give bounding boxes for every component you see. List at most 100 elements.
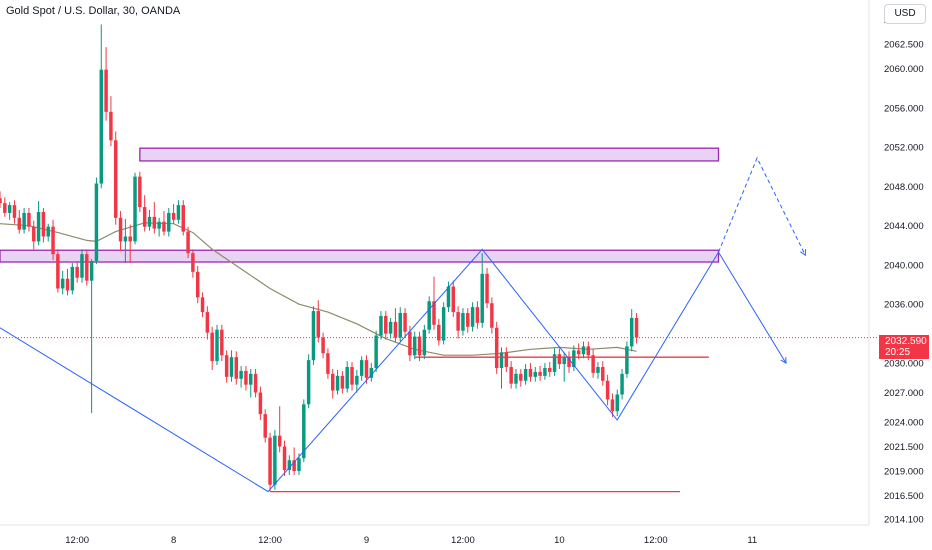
candle-body bbox=[292, 460, 296, 472]
candle-body bbox=[412, 336, 417, 356]
candle-body bbox=[27, 212, 31, 227]
arrow-head bbox=[800, 249, 807, 257]
candle-body bbox=[432, 301, 436, 325]
candle-body bbox=[567, 357, 571, 368]
candle-body bbox=[191, 253, 195, 272]
candle-body bbox=[12, 205, 17, 218]
last-price-tag: 2032.590 20:25 bbox=[879, 335, 929, 359]
price-tick-label: 2021.500 bbox=[884, 442, 924, 453]
candle-body bbox=[634, 317, 639, 338]
candle-body bbox=[128, 236, 132, 242]
candle-body bbox=[306, 360, 311, 405]
candle-body bbox=[417, 336, 422, 356]
candle-body bbox=[461, 313, 465, 331]
candle-body bbox=[70, 266, 75, 291]
arrow-head bbox=[780, 357, 787, 364]
candle-body bbox=[547, 367, 552, 372]
candle-body bbox=[480, 273, 484, 323]
candle-body bbox=[152, 216, 157, 229]
candle-body bbox=[32, 226, 36, 242]
time-axis[interactable]: 12:00 8 12:00 9 12:00 10 12:00 11 bbox=[0, 524, 869, 546]
candle-body bbox=[22, 212, 26, 230]
candle-body bbox=[138, 176, 142, 208]
candle-body bbox=[446, 286, 451, 308]
candle-body bbox=[340, 375, 345, 389]
candle-body bbox=[596, 367, 600, 373]
candle-body bbox=[80, 254, 84, 278]
candle-body bbox=[273, 435, 277, 485]
candle-body bbox=[171, 212, 176, 220]
candle-body bbox=[210, 332, 214, 362]
price-tick-label: 2027.000 bbox=[884, 388, 924, 399]
candle-body bbox=[552, 354, 557, 372]
candle-body bbox=[94, 183, 99, 262]
price-tick-label: 2024.000 bbox=[884, 417, 924, 428]
candle-body bbox=[437, 324, 441, 341]
candle-body bbox=[205, 312, 210, 333]
time-tick-label: 10 bbox=[554, 535, 565, 546]
candle-body bbox=[576, 350, 581, 355]
price-tick-label: 2030.000 bbox=[884, 359, 924, 370]
candle-body bbox=[41, 211, 46, 237]
candle-body bbox=[244, 370, 248, 385]
candle-body bbox=[533, 371, 538, 377]
candle-body bbox=[403, 313, 407, 332]
candle-body bbox=[239, 370, 243, 379]
candle-body bbox=[258, 392, 263, 415]
currency-button[interactable]: USD bbox=[884, 4, 926, 24]
candle-body bbox=[109, 111, 113, 141]
candle-body bbox=[572, 350, 576, 368]
candle-body bbox=[591, 355, 595, 373]
candle-body bbox=[475, 307, 480, 323]
candle-body bbox=[374, 335, 378, 368]
zone-box bbox=[139, 147, 720, 162]
candle-body bbox=[615, 394, 619, 412]
projection-line bbox=[718, 156, 806, 256]
candle-body bbox=[302, 404, 306, 459]
candle-body bbox=[519, 373, 523, 381]
candle-body bbox=[215, 329, 219, 362]
candle-body bbox=[0, 198, 2, 204]
candle-body bbox=[538, 371, 542, 376]
candle-body bbox=[441, 307, 446, 341]
price-tick-label: 2060.000 bbox=[884, 64, 924, 75]
candle-body bbox=[330, 373, 335, 391]
support-levels bbox=[270, 356, 709, 493]
candle-body bbox=[268, 437, 272, 485]
candle-body bbox=[345, 367, 349, 389]
time-tick-label: 12:00 bbox=[258, 535, 282, 546]
time-tick-label: 12:00 bbox=[65, 535, 89, 546]
candle-body bbox=[605, 380, 610, 400]
candle-body bbox=[316, 311, 321, 338]
candle-body bbox=[142, 207, 147, 227]
time-tick-label: 12:00 bbox=[644, 535, 668, 546]
time-tick-label: 11 bbox=[747, 535, 757, 546]
candle-body bbox=[620, 373, 624, 395]
time-tick-label: 12:00 bbox=[451, 535, 475, 546]
price-axis[interactable]: 2014.100 2016.500 2019.000 2021.500 2024.000… bbox=[868, 0, 924, 526]
candle-body bbox=[297, 458, 301, 472]
candle-body bbox=[581, 346, 586, 355]
candle-body bbox=[456, 312, 460, 331]
candle-body bbox=[509, 367, 513, 384]
candle-body bbox=[113, 140, 118, 218]
price-tick-label: 2044.000 bbox=[884, 221, 924, 232]
candle-body bbox=[321, 337, 325, 354]
candle-body bbox=[85, 254, 89, 281]
price-tick-label: 2062.500 bbox=[884, 40, 924, 51]
candle-body bbox=[89, 261, 94, 281]
candle-body bbox=[60, 278, 65, 289]
last-price-value: 2032.590 bbox=[885, 336, 927, 347]
candle-body bbox=[466, 313, 470, 327]
candle-body bbox=[224, 355, 229, 377]
candle-body bbox=[359, 360, 364, 376]
candle-body bbox=[629, 317, 634, 347]
candle-body bbox=[133, 176, 137, 242]
candle-body bbox=[253, 373, 258, 393]
candle-body bbox=[147, 216, 152, 227]
candle-body bbox=[504, 352, 509, 368]
candle-body bbox=[176, 205, 181, 220]
candle-body bbox=[384, 315, 388, 334]
candle-body bbox=[3, 203, 7, 213]
